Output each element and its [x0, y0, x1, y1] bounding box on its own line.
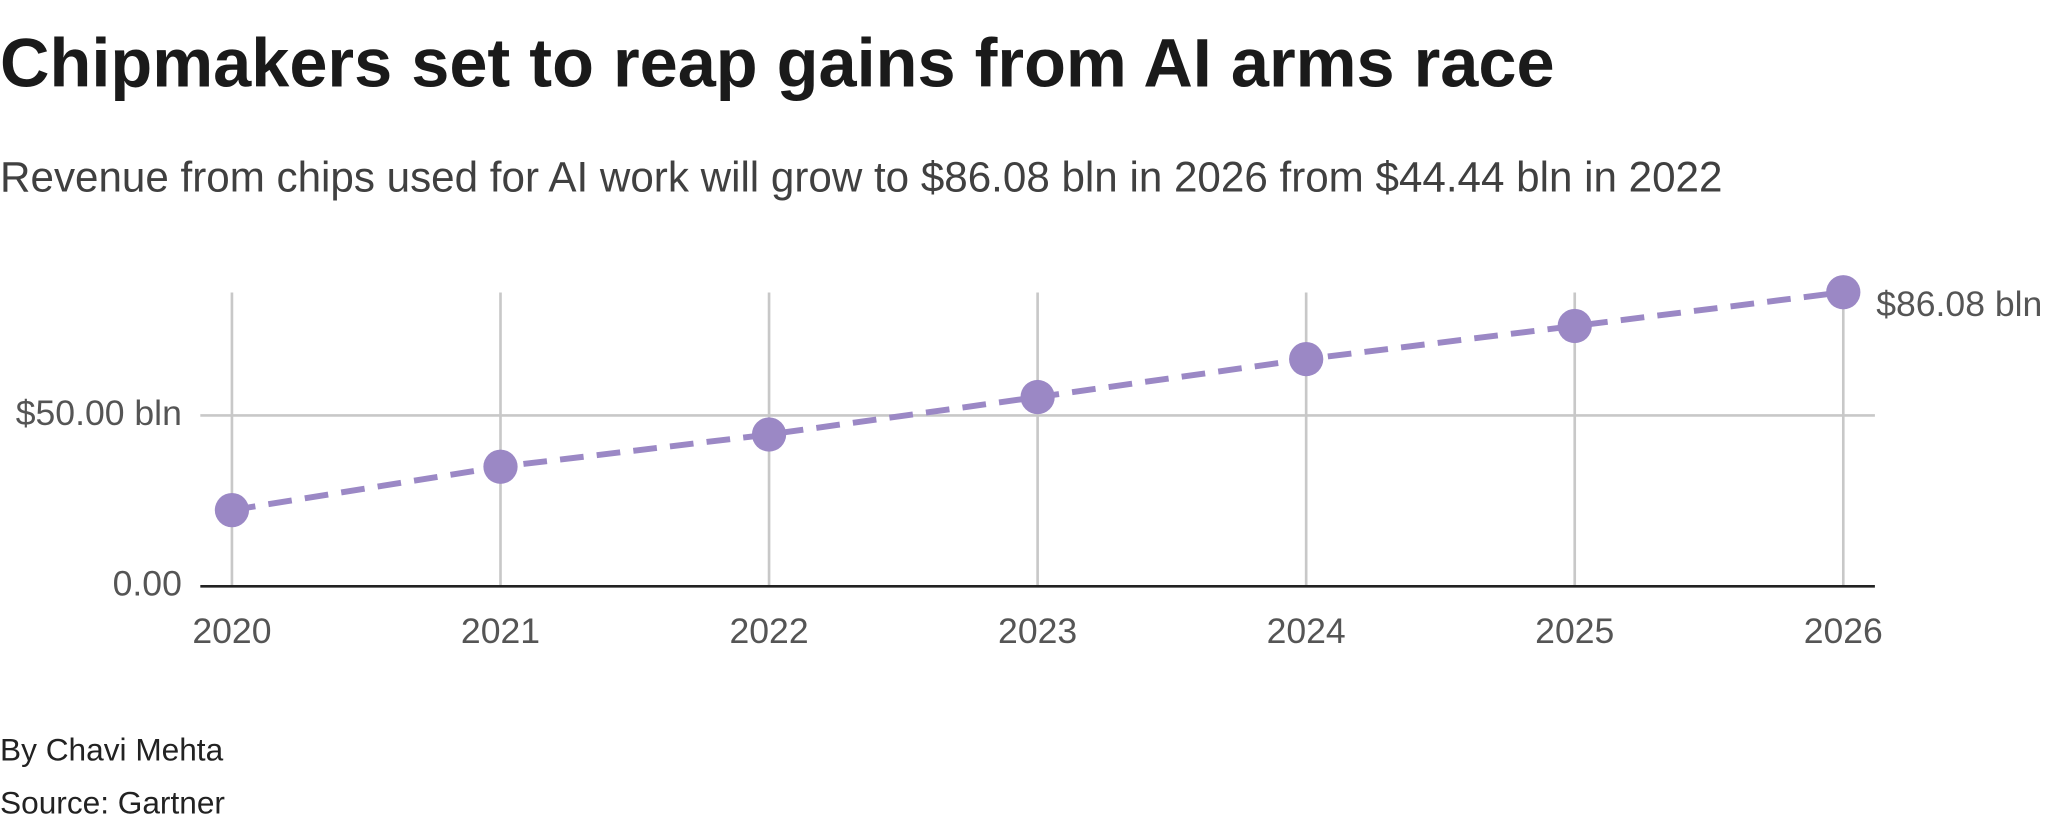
- data-point: [1557, 308, 1592, 344]
- chart-subtitle: Revenue from chips used for AI work will…: [0, 154, 1722, 201]
- x-tick-label: 2025: [1535, 611, 1614, 651]
- data-point: [483, 449, 518, 484]
- x-tick-label: 2023: [998, 611, 1077, 651]
- data-point: [1826, 275, 1861, 310]
- data-point: [1289, 341, 1324, 377]
- data-point: [1020, 379, 1055, 415]
- chart-title: Chipmakers set to reap gains from AI arm…: [0, 25, 1555, 102]
- byline: By Chavi Mehta: [0, 732, 224, 768]
- x-tick-label: 2022: [729, 611, 808, 651]
- data-point: [751, 417, 787, 452]
- x-tick-label: 2021: [461, 611, 540, 651]
- x-tick-label: 2024: [1267, 611, 1346, 651]
- x-tick-label: 2020: [192, 611, 271, 651]
- source: Source: Gartner: [0, 784, 225, 820]
- y-tick-label: $50.00 bln: [16, 393, 182, 433]
- y-tick-label: 0.00: [113, 564, 182, 604]
- x-tick-label: 2026: [1804, 611, 1883, 651]
- data-point: [214, 492, 250, 528]
- value-label: $86.08 bln: [1876, 284, 2042, 324]
